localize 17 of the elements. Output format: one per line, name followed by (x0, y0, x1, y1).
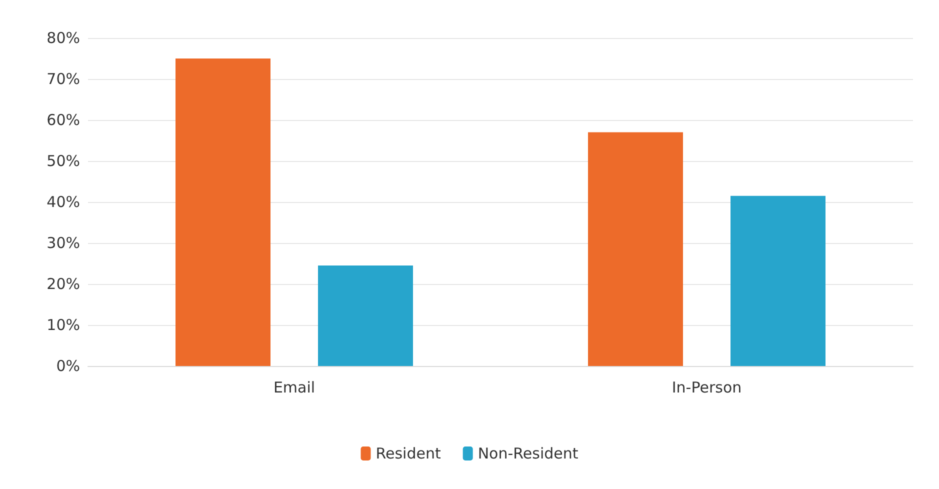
y-tick-label: 30% (46, 234, 80, 252)
x-tick-label: In-Person (672, 378, 742, 396)
y-tick-label: 70% (46, 70, 80, 88)
y-tick-label: 10% (46, 316, 80, 334)
legend-label: Non-Resident (478, 444, 578, 462)
y-tick-label: 0% (56, 357, 80, 375)
y-tick-label: 60% (46, 111, 80, 129)
y-tick-label: 80% (46, 29, 80, 47)
y-tick-label: 40% (46, 193, 80, 211)
y-tick-label: 20% (46, 275, 80, 293)
bar (730, 196, 826, 366)
y-tick-label: 50% (46, 152, 80, 170)
bar (318, 266, 413, 366)
bar (588, 132, 683, 366)
bar (176, 58, 270, 366)
x-tick-label: Email (273, 378, 316, 396)
legend-label: Resident (376, 444, 441, 462)
